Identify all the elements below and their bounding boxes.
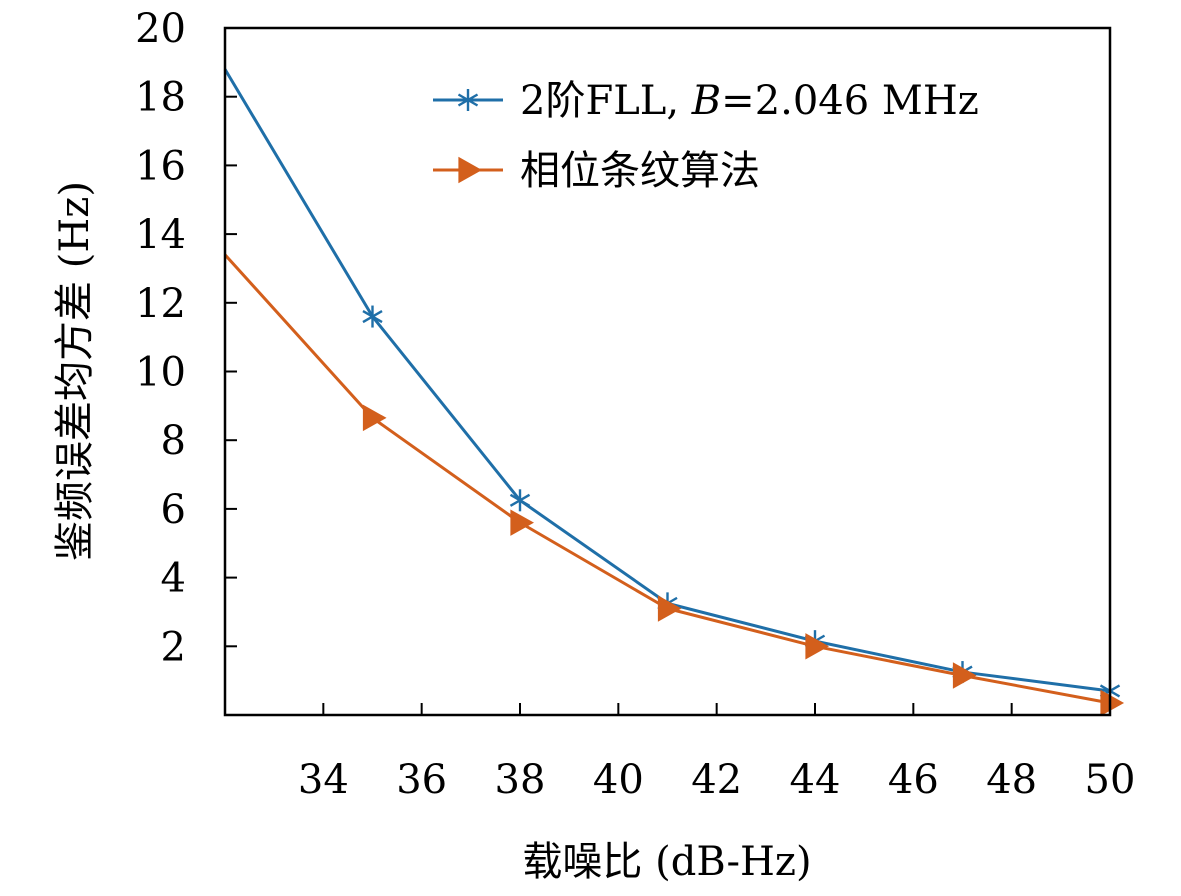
y-tick-label: 10: [135, 350, 186, 396]
legend-label-part: B: [691, 78, 721, 124]
series-2-point: [952, 662, 977, 689]
legend-label-part: 2阶FLL,: [520, 78, 692, 124]
legend: 2阶FLL, B=2.046 MHz 相位条纹算法: [433, 78, 979, 194]
x-tick-label: 50: [1085, 757, 1136, 803]
series-1-point: [509, 489, 531, 512]
x-tick-label: 48: [986, 757, 1037, 803]
y-axis-label: 鉴频误差均方差 (Hz): [52, 181, 98, 561]
series-2-point: [1100, 689, 1125, 717]
y-tick-label: 20: [135, 6, 186, 52]
series-2-point: [362, 404, 387, 432]
y-tick-label: 6: [161, 487, 186, 533]
x-tick-label: 36: [396, 757, 447, 803]
series-2-point: [510, 509, 535, 536]
legend-label-part: =2.046 MHz: [721, 78, 979, 124]
y-tick-label: 14: [135, 212, 186, 258]
legend-label-1: 2阶FLL, B=2.046 MHz: [520, 78, 979, 124]
y-tick-label: 4: [161, 556, 186, 602]
series-2-point: [805, 633, 830, 660]
x-tick-label: 44: [790, 757, 841, 803]
plot-area: [223, 68, 1125, 717]
x-tick-label: 42: [691, 757, 742, 803]
y-tick-label: 12: [135, 281, 186, 327]
x-tick-label: 46: [888, 757, 939, 803]
x-axis-label: 载噪比 (dB-Hz): [522, 839, 811, 885]
series-line-2: [223, 253, 1111, 705]
legend-marker-1: [457, 89, 479, 111]
series-1-point: [362, 305, 383, 328]
y-tick-label: 18: [135, 75, 186, 121]
y-tick-label: 2: [161, 624, 186, 670]
legend-label-2: 相位条纹算法: [520, 148, 760, 194]
y-tick-label: 8: [161, 418, 186, 464]
x-tick-label: 34: [298, 757, 349, 803]
series-2-point: [657, 595, 682, 622]
x-tick-label: 40: [593, 757, 644, 803]
y-tick-label: 16: [135, 143, 186, 189]
x-tick-label: 38: [495, 757, 546, 803]
legend-marker-2: [458, 156, 483, 184]
